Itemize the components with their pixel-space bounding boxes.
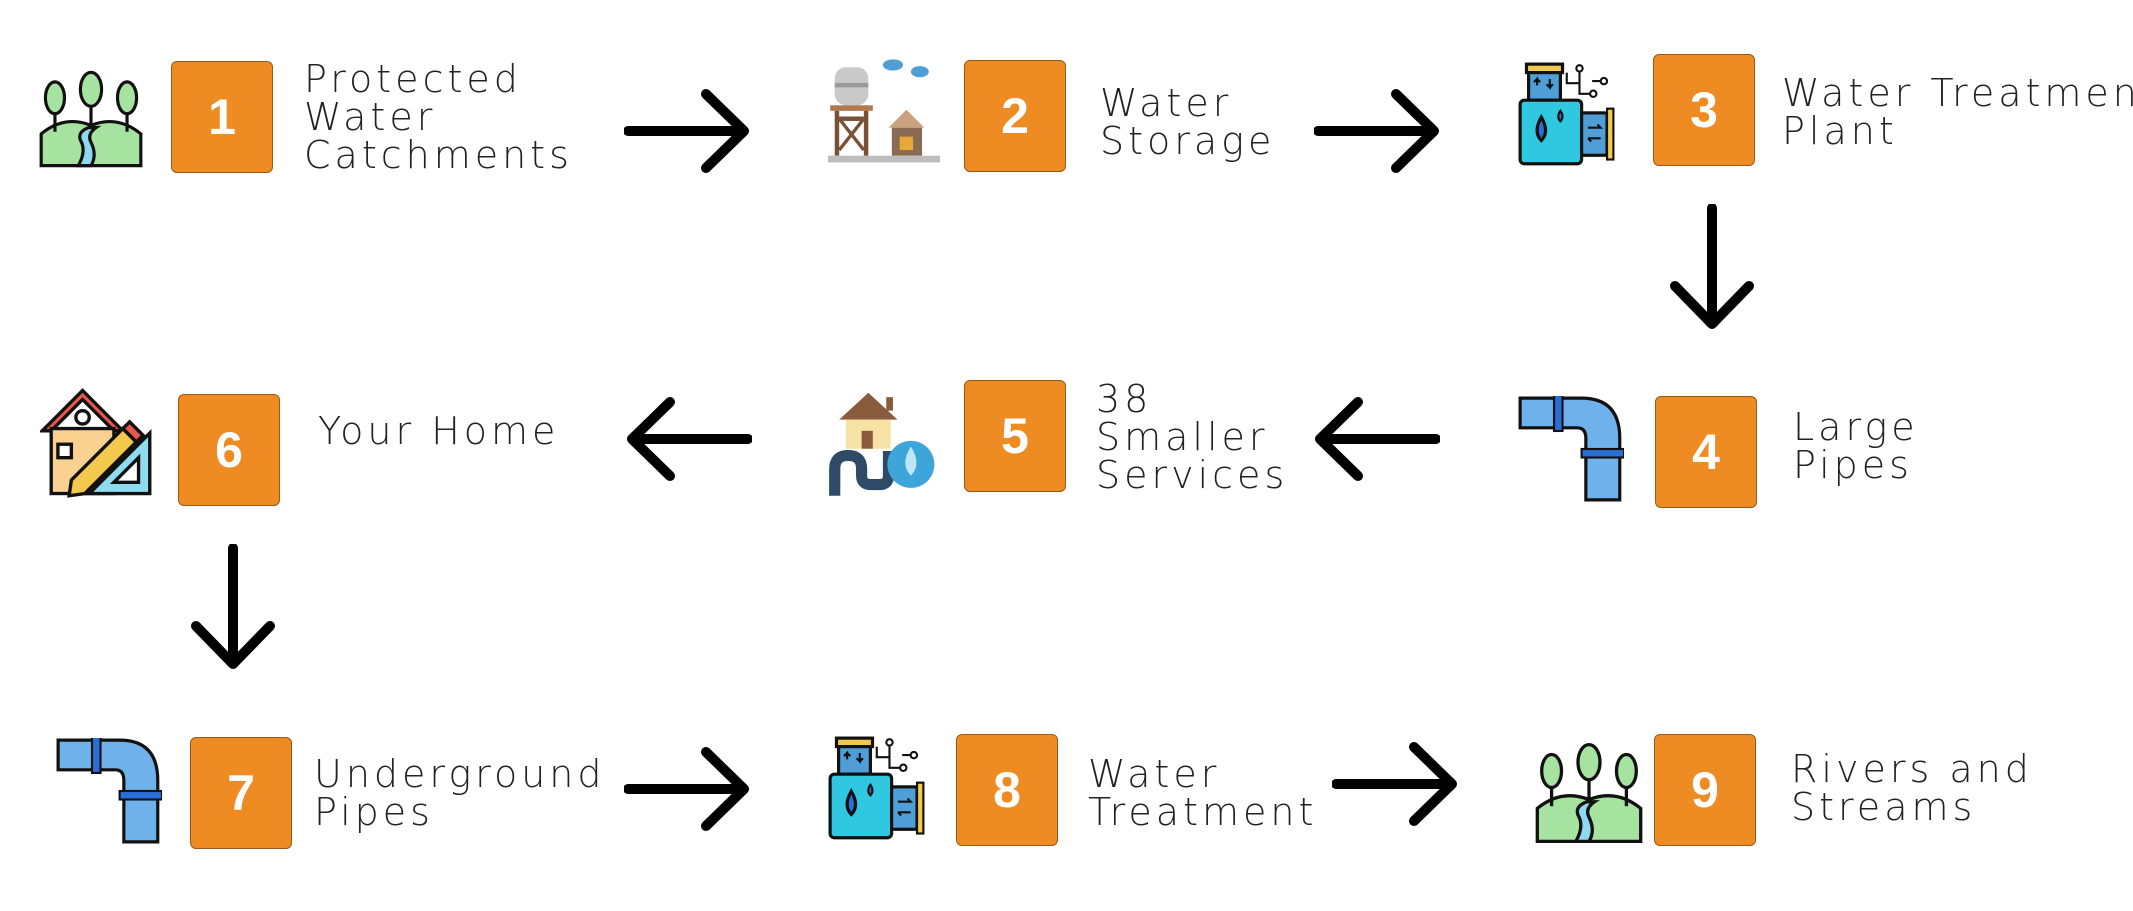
arrow-down-6-to-7 [191, 544, 275, 669]
arrow-left-5-to-6 [627, 397, 752, 481]
step-label-line: Rivers and [1791, 747, 2033, 791]
step-label: Your Home [318, 412, 559, 450]
arrow-down-3-to-4 [1670, 204, 1754, 329]
home-design-icon [40, 388, 152, 498]
step-number-badge: 3 [1653, 54, 1755, 166]
step-label-line: Underground [314, 752, 606, 796]
step-label-line: 38 [1096, 377, 1153, 421]
step-label-line: Water [1088, 752, 1221, 796]
step-label-line: Your Home [318, 409, 560, 453]
step-label-line: Streams [1791, 785, 1977, 829]
step-label-line: Pipes [314, 790, 434, 834]
step-label-line: Water [304, 95, 437, 139]
step-label: Large Pipes [1793, 408, 1919, 484]
step-label-line: Protected [304, 57, 522, 101]
treatment-plant-icon [828, 736, 925, 840]
step-number-badge: 2 [964, 60, 1066, 172]
step-number-badge: 6 [178, 394, 280, 506]
arrow-right-1-to-2 [624, 89, 749, 173]
step-label-line: Catchments [304, 133, 573, 177]
step-label-line: Plant [1782, 109, 1898, 153]
treatment-plant-icon [1518, 62, 1615, 166]
step-label-line: Smaller [1096, 415, 1269, 459]
step-label-line: Large [1793, 405, 1919, 449]
step-label: 38 Smaller Services [1096, 380, 1288, 494]
step-number-badge: 7 [190, 737, 292, 849]
step-label-line: Pipes [1793, 443, 1913, 487]
pipe-elbow-icon [56, 738, 162, 844]
arrow-left-4-to-5 [1315, 397, 1440, 481]
step-number-badge: 4 [1655, 396, 1757, 508]
arrow-right-2-to-3 [1314, 89, 1439, 173]
forest-river-icon [39, 70, 143, 168]
arrow-right-8-to-9 [1332, 742, 1457, 826]
step-label-line: Treatment [1088, 790, 1318, 834]
step-label: Water Storage [1100, 84, 1275, 160]
step-number-badge: 8 [956, 734, 1058, 846]
step-label-line: Water Treatment [1782, 71, 2133, 115]
step-label: Underground Pipes [314, 755, 605, 831]
pipe-elbow-icon [1518, 396, 1624, 502]
step-label: Water Treatment [1088, 755, 1317, 831]
arrow-right-7-to-8 [624, 747, 749, 831]
step-label: Protected Water Catchments [304, 60, 573, 174]
house-plumbing-icon [829, 392, 935, 496]
step-number-badge: 9 [1654, 734, 1756, 846]
water-tower-icon [828, 59, 940, 163]
step-label: Rivers and Streams [1791, 750, 2033, 826]
step-number-badge: 5 [964, 380, 1066, 492]
step-label: Water Treatment Plant [1782, 74, 2133, 150]
step-label-line: Services [1096, 453, 1289, 497]
step-label-line: Storage [1100, 119, 1276, 163]
forest-river-icon [1535, 742, 1643, 844]
step-label-line: Water [1100, 81, 1233, 125]
step-number-badge: 1 [171, 61, 273, 173]
